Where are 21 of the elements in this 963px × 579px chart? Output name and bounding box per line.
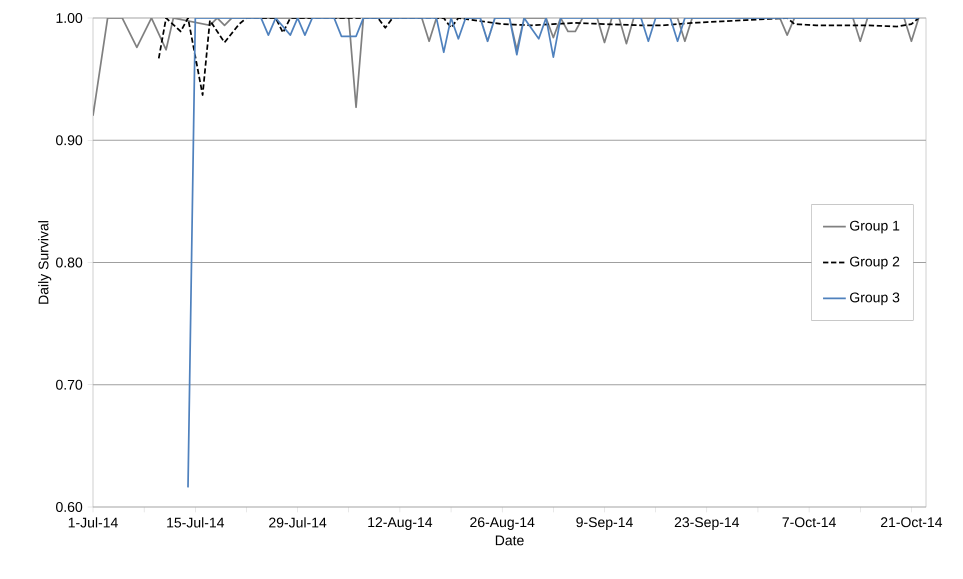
legend-label: Group 2 [850,256,900,270]
x-tick-label: 15-Jul-14 [167,517,224,528]
x-tick-label: 12-Aug-14 [368,517,432,530]
y-tick-label: 1.00 [56,13,82,23]
y-tick-label: 0.80 [56,258,82,268]
y-tick-label: 0.70 [56,380,82,390]
x-tick-label: 7-Oct-14 [782,517,836,528]
x-tick-label: 23-Sep-14 [674,517,740,530]
x-tick-label: 26-Aug-14 [470,517,534,530]
x-axis-title: Date [496,536,524,546]
x-tick-label: 21-Oct-14 [880,517,942,528]
x-tick-label: 1-Jul-14 [68,517,118,528]
line-series [187,18,920,488]
y-axis-title: Daily Survival [38,221,52,304]
y-tick-label: 0.60 [56,502,82,512]
legend-label: Group 1 [850,220,900,234]
x-tick-label: 9-Sep-14 [576,517,633,530]
x-tick-label: 29-Jul-14 [269,517,326,528]
y-tick-label: 0.90 [56,135,82,146]
legend-label: Group 3 [850,292,900,306]
line-series [158,18,920,96]
